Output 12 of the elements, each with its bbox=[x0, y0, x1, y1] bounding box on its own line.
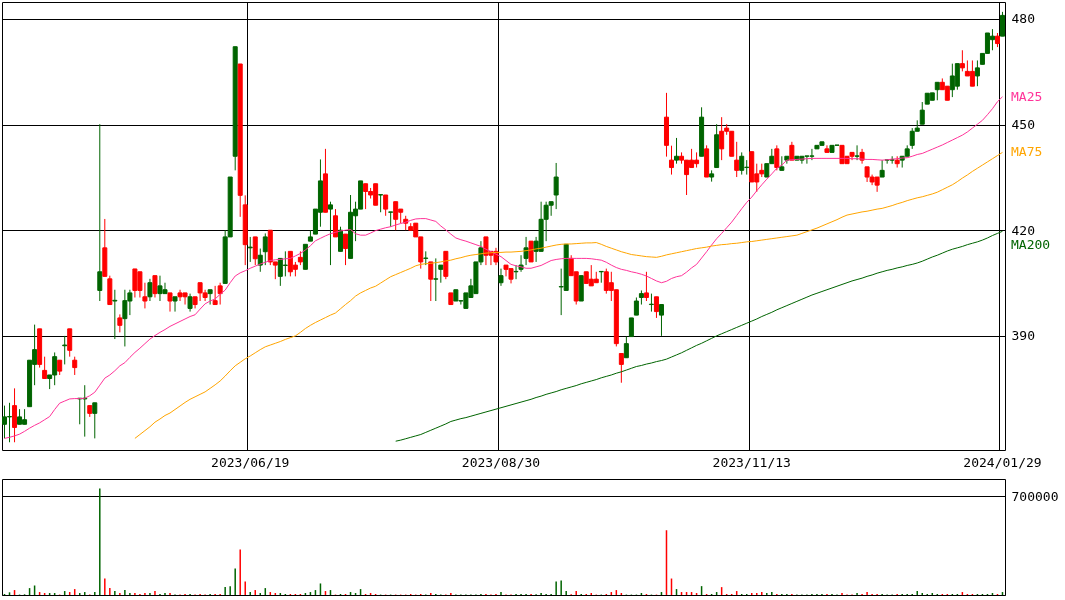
x-tick-label: 2023/08/30 bbox=[461, 454, 541, 470]
x-tick-label: 2023/06/19 bbox=[211, 454, 290, 470]
y-tick-label: 700000 bbox=[1011, 488, 1059, 504]
y-tick-label: 390 bbox=[1011, 328, 1035, 344]
y-tick-label: 480 bbox=[1011, 11, 1035, 27]
x-tick-label: 2023/11/13 bbox=[712, 454, 791, 470]
series-label: MA75 bbox=[1011, 144, 1043, 160]
y-tick-label: 450 bbox=[1011, 117, 1035, 133]
series-label: MA200 bbox=[1011, 237, 1051, 253]
y-tick-label: 420 bbox=[1011, 222, 1035, 238]
x-tick-label: 2024/01/29 bbox=[963, 454, 1042, 470]
series-label: MA25 bbox=[1011, 88, 1043, 104]
